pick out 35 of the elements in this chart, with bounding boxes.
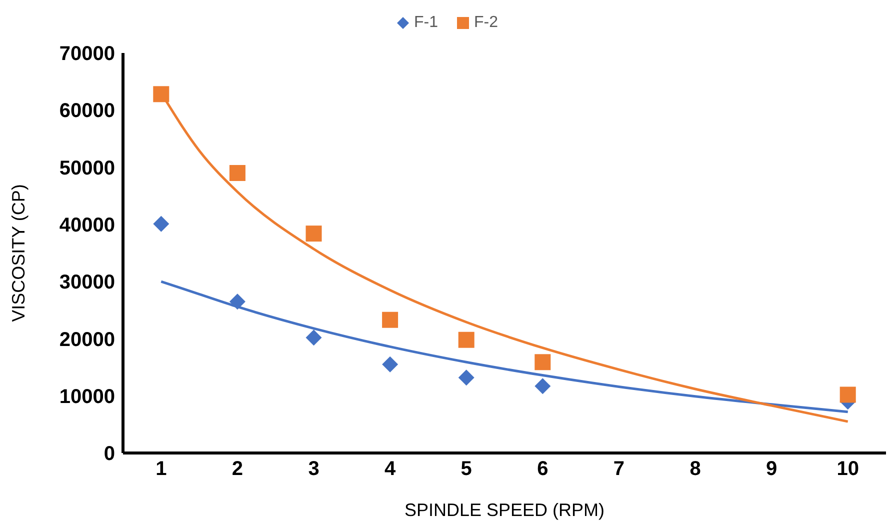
x-tick-label: 8 xyxy=(690,458,701,480)
y-axis-title: VISCOSITY (CP) xyxy=(8,184,28,322)
point xyxy=(229,294,246,310)
x-tick-label: 10 xyxy=(836,458,859,480)
point xyxy=(840,386,856,403)
x-tick-label: 6 xyxy=(537,458,548,480)
point xyxy=(306,226,322,242)
point xyxy=(153,216,170,232)
point xyxy=(534,378,551,394)
legend-label: F-2 xyxy=(474,14,498,31)
x-tick-label: 1 xyxy=(156,458,167,480)
y-tick-label: 70000 xyxy=(59,43,115,66)
point xyxy=(229,165,246,181)
point xyxy=(382,312,398,328)
y-tick-label: 0 xyxy=(104,443,115,466)
y-tick-label: 30000 xyxy=(59,272,115,294)
y-tick-label: 60000 xyxy=(59,100,115,122)
x-tick-label: 3 xyxy=(308,458,320,480)
x-tick-label: 4 xyxy=(384,458,396,480)
legend-label: F-1 xyxy=(414,14,438,31)
x-tick-label: 2 xyxy=(232,458,244,480)
y-tick-label: 50000 xyxy=(59,157,115,180)
point xyxy=(153,86,170,102)
x-tick-label: 9 xyxy=(766,458,778,480)
point xyxy=(382,356,398,372)
y-tick-label: 20000 xyxy=(59,328,115,351)
x-tick-label: 7 xyxy=(613,458,625,480)
y-tick-label: 40000 xyxy=(59,214,115,237)
x-axis-title: SPINDLE SPEED (RPM) xyxy=(404,500,605,520)
y-tick-label: 10000 xyxy=(59,386,115,408)
point xyxy=(458,370,474,386)
point xyxy=(534,354,551,370)
point xyxy=(458,332,474,348)
x-tick-label: 5 xyxy=(460,458,472,480)
point xyxy=(306,330,322,346)
